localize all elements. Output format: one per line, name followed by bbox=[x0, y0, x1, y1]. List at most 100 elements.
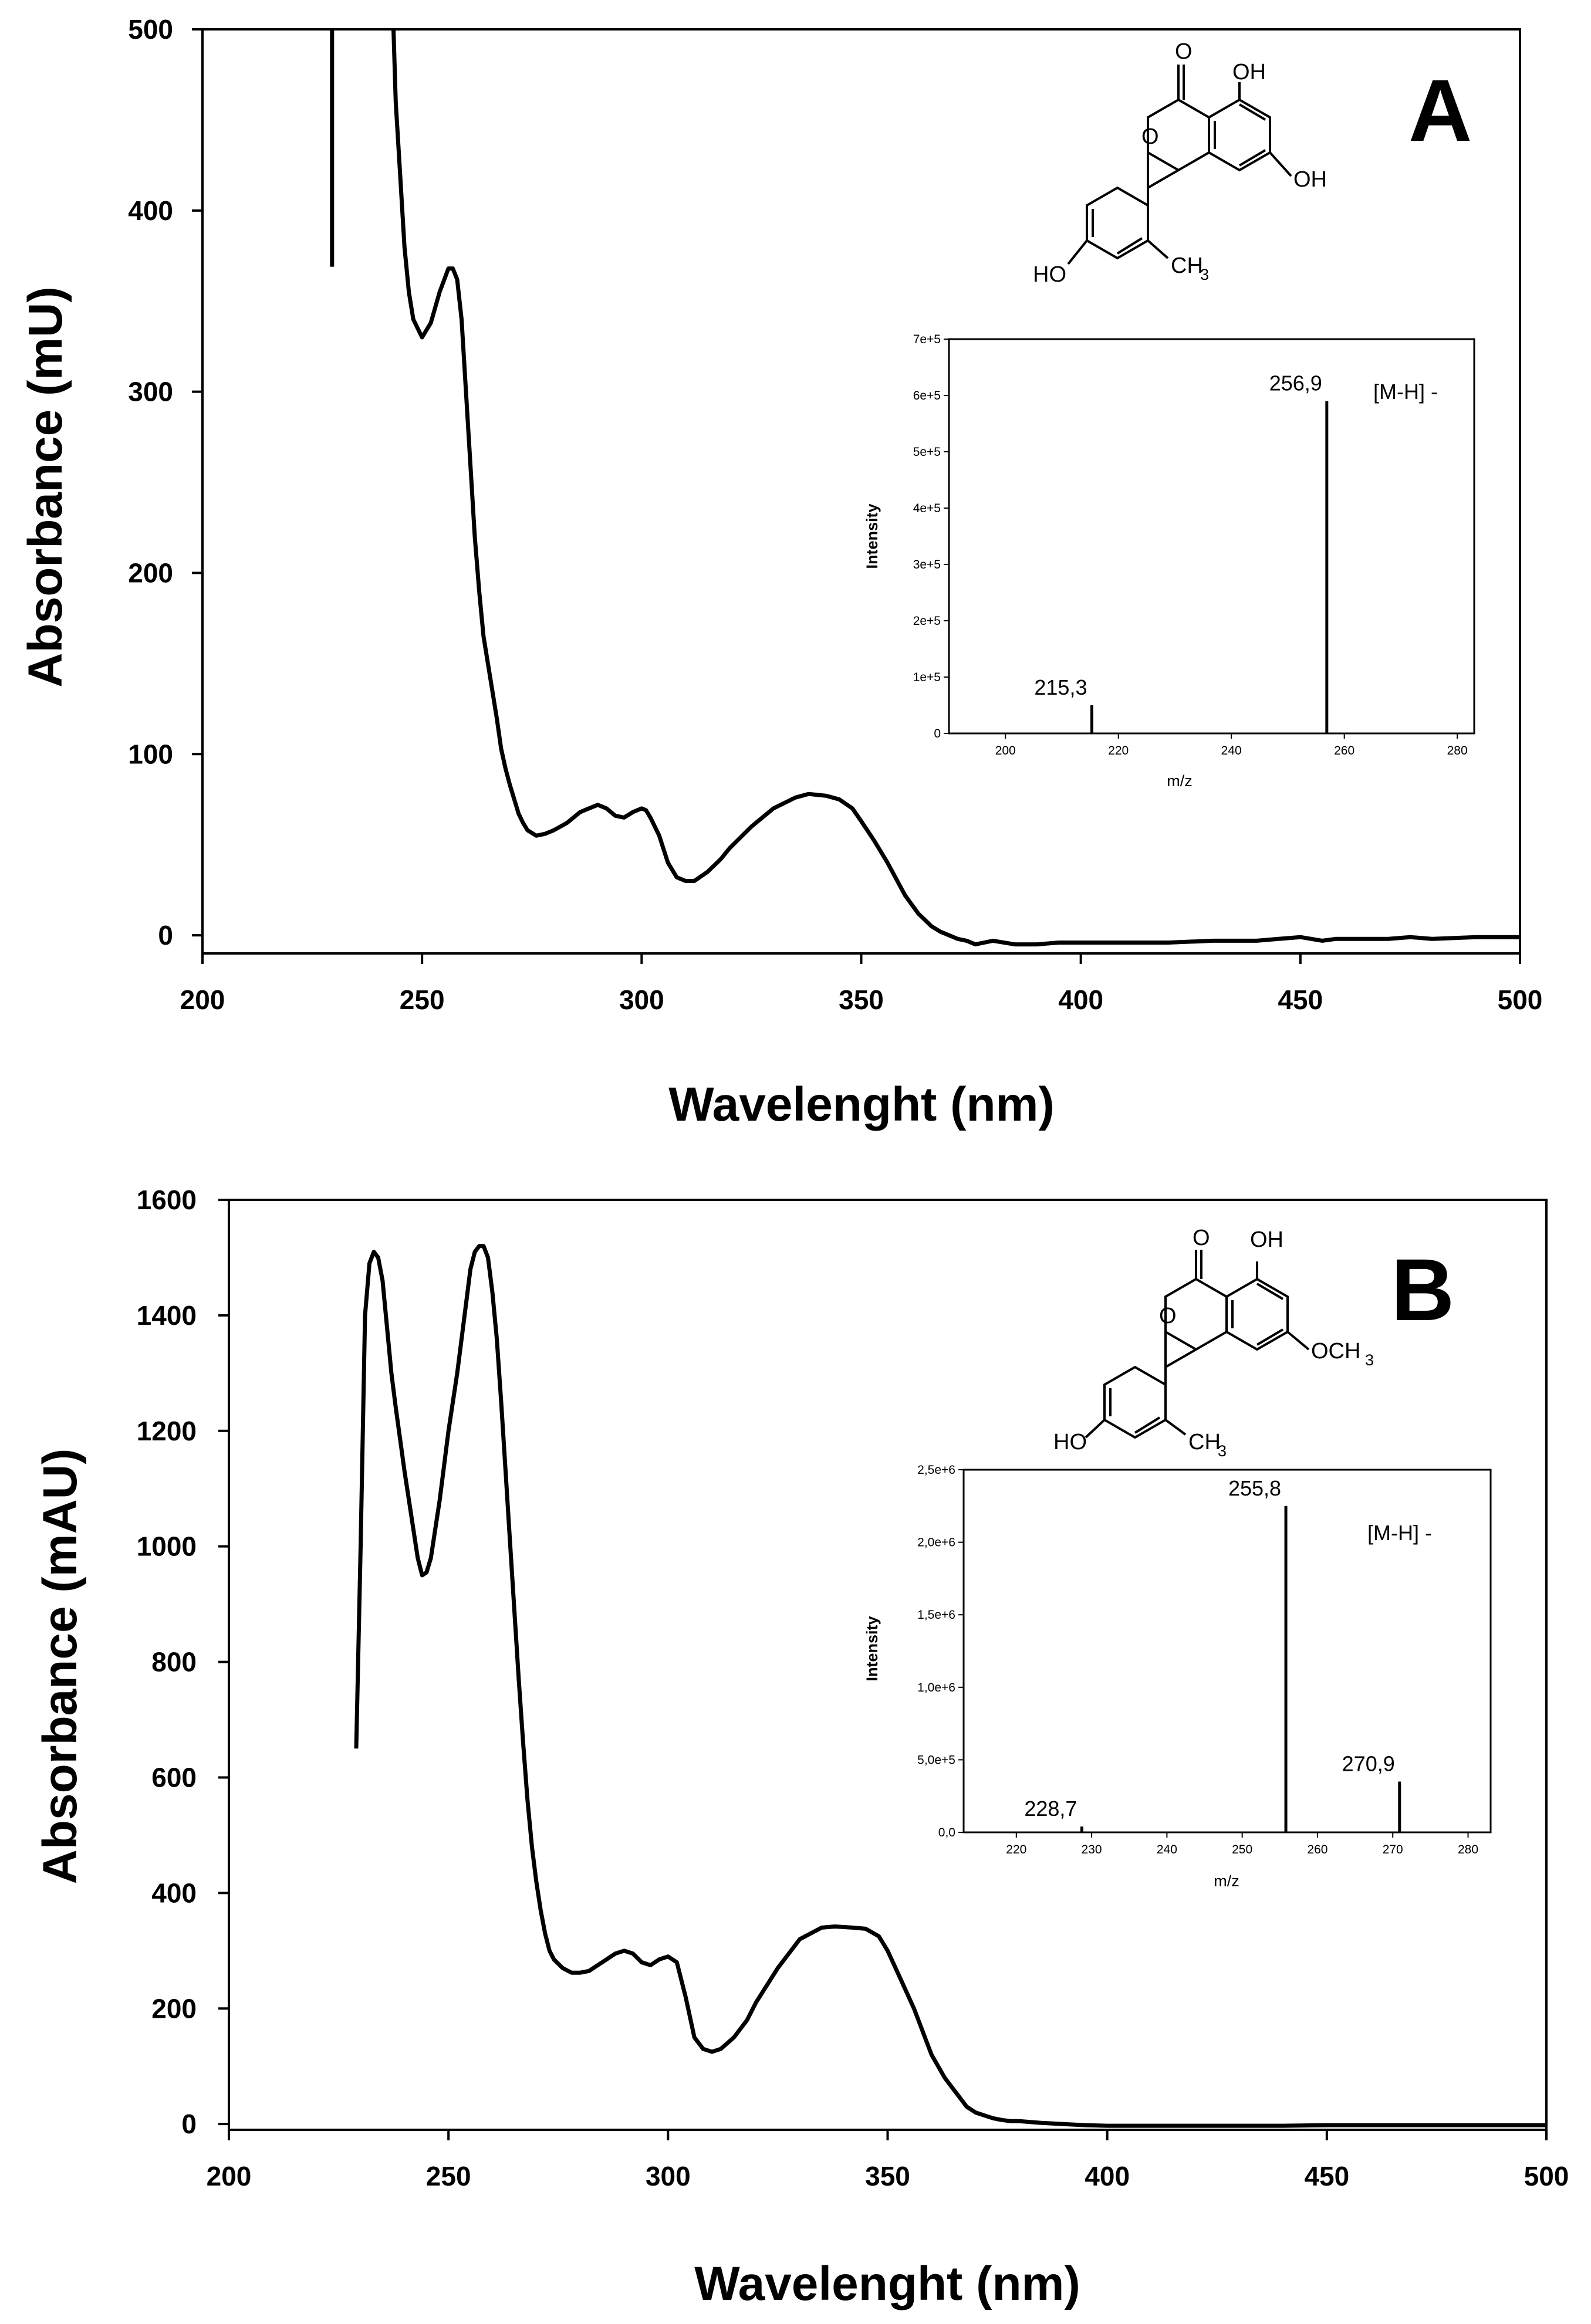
panel-a-inset-peak-label: 256,9 bbox=[1269, 371, 1322, 395]
panel-b-inset-y-ticks: 0,0 5,0e+5 1,0e+6 1,5e+6 2,0e+6 2,5e+6 bbox=[917, 1463, 964, 1839]
panel-b-chemical-structure bbox=[1085, 1250, 1310, 1439]
panel-a-inset-frame bbox=[948, 338, 1475, 735]
panel-a-inset-y-axis-label: Intensity bbox=[863, 503, 881, 569]
panel-b-x-tick-label: 250 bbox=[426, 2161, 471, 2191]
panel-b-inset-x-tick-label: 280 bbox=[1458, 1843, 1478, 1856]
panel-b-chem-ho-left: HO bbox=[1053, 1430, 1087, 1454]
panel-b-inset-x-ticks: 220 230 240 250 260 270 280 bbox=[1006, 1832, 1478, 1856]
panel-b-chem-och3: OCH bbox=[1311, 1339, 1360, 1364]
panel-b-y-ticks: 0 200 400 600 800 1000 1200 1400 1600 bbox=[137, 1185, 229, 2139]
panel-b-inset-y-axis-label: Intensity bbox=[863, 1616, 881, 1681]
panel-b-chem-ring-o: O bbox=[1159, 1304, 1177, 1328]
panel-b-label: B bbox=[1391, 1240, 1454, 1339]
panel-b-ring-left bbox=[1103, 1365, 1167, 1439]
panel-b-inset-ms: 0,0 5,0e+5 1,0e+6 1,5e+6 2,0e+6 2,5e+6 220 230… bbox=[863, 1463, 1492, 1890]
panel-b-y-tick-label: 1400 bbox=[137, 1300, 197, 1331]
panel-a-x-tick-label: 350 bbox=[839, 985, 884, 1015]
panel-a-inset-y-tick-label: 7e+5 bbox=[913, 333, 941, 346]
panel-a-chem-oh-right: OH bbox=[1293, 167, 1327, 192]
panel-b: 0 200 400 600 800 1000 1200 1400 1600 200 250 300 3… bbox=[33, 1185, 1569, 2311]
panel-a-inset-x-tick-label: 280 bbox=[1447, 744, 1468, 757]
panel-b-x-ticks: 200 250 300 350 400 450 500 bbox=[207, 2130, 1569, 2191]
panel-a-inset-y-tick-label: 6e+5 bbox=[913, 389, 941, 402]
panel-b-chem-ch3-subscript: 3 bbox=[1218, 1442, 1227, 1460]
panel-a-inset-y-tick-label: 3e+5 bbox=[913, 558, 941, 571]
panel-a-chem-ring-o: O bbox=[1141, 124, 1159, 149]
panel-a-inset-y-tick-label: 2e+5 bbox=[913, 614, 941, 628]
panel-b-x-tick-label: 450 bbox=[1304, 2161, 1349, 2191]
panel-a-inset-y-tick-label: 0 bbox=[934, 727, 941, 740]
panel-b-chem-och3-subscript: 3 bbox=[1365, 1351, 1374, 1369]
panel-a-inset-x-tick-label: 240 bbox=[1221, 744, 1242, 757]
panel-a-inset-y-tick-label: 5e+5 bbox=[913, 445, 941, 459]
panel-b-inset-peak-label: 255,8 bbox=[1228, 1476, 1281, 1500]
panel-a-chemical-structure bbox=[1067, 65, 1292, 265]
panel-a-ring-left bbox=[1086, 186, 1149, 260]
panel-a-x-tick-label: 250 bbox=[400, 985, 445, 1015]
panel-b-y-tick-label: 1000 bbox=[137, 1531, 197, 1562]
panel-a-inset-x-axis-label: m/z bbox=[1167, 772, 1193, 790]
panel-b-inset-x-tick-label: 240 bbox=[1157, 1843, 1177, 1856]
panel-a-x-tick-label: 500 bbox=[1498, 985, 1543, 1015]
panel-a-chem-ch3: CH bbox=[1171, 253, 1203, 278]
panel-b-inset-x-axis-label: m/z bbox=[1214, 1872, 1239, 1890]
panel-b-inset-peak-label: 270,9 bbox=[1342, 1751, 1395, 1775]
panel-a-y-tick-label: 500 bbox=[128, 14, 173, 45]
panel-a-chem-ch3-subscript: 3 bbox=[1200, 266, 1209, 283]
panel-b-x-tick-label: 500 bbox=[1524, 2161, 1569, 2191]
panel-b-y-tick-label: 1600 bbox=[137, 1185, 197, 1215]
panel-b-x-tick-label: 350 bbox=[865, 2161, 910, 2191]
panel-b-chem-carbonyl-o: O bbox=[1193, 1226, 1210, 1250]
panel-b-inset-y-tick-label: 0,0 bbox=[938, 1826, 955, 1839]
panel-b-y-tick-label: 200 bbox=[151, 1993, 197, 2024]
panel-a-y-tick-label: 0 bbox=[158, 920, 173, 950]
panel-b-inset-x-tick-label: 260 bbox=[1307, 1843, 1327, 1856]
panel-b-inset-y-tick-label: 1,0e+6 bbox=[917, 1681, 955, 1694]
panel-a-inset-ms: 01e+52e+53e+54e+55e+56e+57e+5 200 220 240 2… bbox=[863, 333, 1475, 790]
panel-b-y-tick-label: 1200 bbox=[137, 1416, 197, 1446]
panel-b-inset-frame bbox=[962, 1469, 1492, 1834]
panel-b-spectrum-line bbox=[354, 1244, 1546, 2128]
panel-b-inset-y-tick-label: 2,0e+6 bbox=[917, 1536, 955, 1550]
panel-b-inset-peaks: 228,7 255,8 270,9 bbox=[1024, 1476, 1401, 1832]
panel-b-y-tick-label: 800 bbox=[151, 1647, 197, 1677]
panel-b-chem-ch3: CH bbox=[1188, 1430, 1221, 1454]
panel-b-inset-x-tick-label: 220 bbox=[1006, 1843, 1026, 1856]
panel-b-x-tick-label: 200 bbox=[207, 2161, 252, 2191]
panel-b-y-tick-label: 400 bbox=[151, 1878, 197, 1908]
panel-a-label: A bbox=[1408, 61, 1472, 160]
panel-a-inset-y-tick-label: 1e+5 bbox=[913, 671, 941, 684]
panel-a: 0 100 200 300 400 500 200 250 300 350 400 450 500 A… bbox=[19, 14, 1542, 1131]
panel-a-inset-ion-label: [M-H] - bbox=[1373, 380, 1438, 404]
panel-a-x-tick-label: 300 bbox=[619, 985, 664, 1015]
panel-a-chem-carbonyl-o: O bbox=[1175, 39, 1193, 64]
panel-a-ring-right bbox=[1208, 98, 1271, 172]
panel-a-y-tick-label: 100 bbox=[128, 739, 173, 769]
panel-b-inset-peak-label: 228,7 bbox=[1024, 1797, 1077, 1821]
panel-b-inset-y-tick-label: 2,5e+6 bbox=[917, 1463, 955, 1477]
panel-a-inset-x-tick-label: 260 bbox=[1334, 744, 1354, 757]
panel-b-inset-x-tick-label: 230 bbox=[1082, 1843, 1102, 1856]
panel-a-x-axis-label: Wavelenght (nm) bbox=[668, 1078, 1055, 1131]
panel-b-inset-y-tick-label: 1,5e+6 bbox=[917, 1608, 955, 1622]
panel-b-chem-oh-top: OH bbox=[1250, 1227, 1283, 1252]
panel-a-inset-x-tick-label: 220 bbox=[1108, 744, 1129, 757]
panel-a-inset-x-ticks: 200 220 240 260 280 bbox=[995, 733, 1468, 757]
panel-a-x-tick-label: 200 bbox=[180, 985, 225, 1015]
panel-b-inset-ion-label: [M-H] - bbox=[1367, 1521, 1432, 1545]
panel-a-y-tick-label: 400 bbox=[128, 195, 173, 226]
panel-b-x-tick-label: 300 bbox=[646, 2161, 691, 2191]
panel-a-y-tick-label: 300 bbox=[128, 377, 173, 407]
panel-a-y-axis-label: Absorbance (mU) bbox=[19, 286, 72, 687]
panel-b-x-tick-label: 400 bbox=[1085, 2161, 1130, 2191]
panel-a-y-tick-label: 200 bbox=[128, 557, 173, 588]
panel-a-inset-x-tick-label: 200 bbox=[995, 744, 1016, 757]
panel-a-chem-ho-left: HO bbox=[1033, 262, 1066, 287]
panel-a-chem-oh-top: OH bbox=[1232, 60, 1266, 84]
panel-a-inset-y-tick-label: 4e+5 bbox=[913, 502, 941, 515]
panel-a-x-ticks: 200 250 300 350 400 450 500 bbox=[180, 953, 1543, 1015]
panel-b-x-axis-label: Wavelenght (nm) bbox=[694, 2257, 1080, 2311]
panel-b-inset-y-tick-label: 5,0e+5 bbox=[917, 1753, 955, 1767]
panel-a-y-ticks: 0 100 200 300 400 500 bbox=[128, 14, 202, 950]
